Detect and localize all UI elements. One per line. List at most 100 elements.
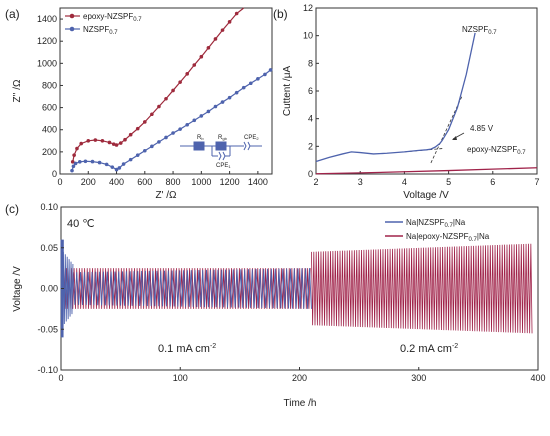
data-point-epoxy [100,139,105,143]
x-tick-label-c: 100 [173,373,188,383]
panel-c: (c) 0 100 200 300 400-0.10-0.050.000.050.10 … [5,202,546,409]
data-point-epoxy [164,96,168,101]
panel-c-xlabel: Time /h [284,398,317,409]
data-point-epoxy [118,141,123,145]
circuit-label-r1: Rb [197,135,204,141]
panel-c-legend: Na|NZSPF0.7|Na Na|epoxy-NZSPF0.7|Na [385,218,490,243]
data-point-epoxy [128,132,133,137]
legend-label-epoxy: Na|epoxy-NZSPF0.7|Na [406,232,490,243]
series-trace-epoxy [311,243,533,334]
data-point-nzspf [268,68,273,72]
y-tick-label-b: 0 [308,169,313,179]
y-tick-label-a: 1200 [37,36,57,46]
panel-b-label-nzspf: NZSPF0.7 [462,25,497,36]
x-tick-label-a: 200 [81,177,96,187]
panel-b-series [315,32,538,175]
data-point-nzspf [220,100,225,104]
data-point-nzspf [263,72,267,77]
data-point-epoxy [185,72,189,76]
data-point-epoxy [213,37,218,41]
data-point-epoxy [143,120,147,124]
legend-marker-nzspf [69,26,75,32]
data-point-nzspf [77,160,82,164]
data-point-nzspf [83,159,88,164]
data-point-nzspf [121,162,126,166]
data-point-nzspf [234,90,239,95]
data-point-epoxy [135,126,140,131]
data-point-nzspf [157,140,161,144]
x-tick-label-b: 2 [313,177,318,187]
data-point-epoxy [178,80,182,84]
data-point-epoxy [220,28,225,32]
circuit-label-cpe2: CPE2 [244,135,259,141]
y-tick-label-c: 0.00 [40,284,58,294]
legend-label-bare: Na|NZSPF0.7|Na [406,218,466,229]
data-point-epoxy [114,143,119,147]
data-point-nzspf [117,166,122,170]
y-tick-label-c: 0.10 [40,202,58,212]
data-point-epoxy [75,146,79,151]
data-point-nzspf [185,122,189,127]
x-tick-label-b: 7 [534,177,539,187]
series-line-nzspf [71,69,271,171]
data-point-epoxy [72,153,76,157]
panel-c-series [60,239,533,338]
series-trace-nzspf [62,251,74,324]
y-tick-label-a: 800 [42,80,57,90]
y-tick-label-c: 0.05 [40,243,58,253]
y-tick-label-a: 1000 [37,58,57,68]
data-point-epoxy [93,138,98,142]
data-point-nzspf [71,164,76,169]
data-point-epoxy [192,63,197,67]
panel-a-ticks: 0 200 400 600 800 1000 1200 1400 0 200 400 600 800 10… [37,14,268,187]
onset-tangent-dashed [430,96,463,164]
panel-c-ylabel: Voltage /V [12,266,23,312]
x-tick-label-b: 6 [490,177,495,187]
circuit-resistor-gb [215,141,227,151]
data-point-nzspf [227,95,232,100]
y-tick-label-a: 600 [42,103,57,113]
data-point-nzspf [206,109,211,114]
equivalent-circuit [180,141,262,161]
data-point-nzspf [143,148,147,153]
data-point-epoxy [70,160,75,164]
y-tick-label-b: 4 [308,114,313,124]
x-tick-label-a: 600 [137,177,152,187]
series-line-epoxy [315,167,538,175]
x-tick-label-c: 400 [530,373,545,383]
panel-c-temperature: 40 ℃ [67,218,95,230]
x-tick-label-c: 200 [292,373,307,383]
legend-label-epoxy: epoxy-NZSPF0.7 [83,12,142,23]
data-point-epoxy [199,54,204,59]
data-point-nzspf [192,118,197,123]
panel-a: (a) 0 200 400 600 800 1000 1200 1400 0 200 400 600 8… [5,7,273,201]
y-tick-label-b: 12 [303,3,313,13]
x-tick-label-c: 0 [58,373,63,383]
panel-b-xlabel: Voltage /V [403,190,449,201]
data-point-nzspf [213,104,218,109]
data-point-nzspf [70,168,74,173]
panel-c-rate-2: 0.2 mA cm-2 [400,343,458,355]
data-point-nzspf [110,165,115,169]
x-tick-label-a: 400 [109,177,124,187]
data-point-nzspf [150,144,154,149]
data-point-epoxy [150,112,154,117]
panel-c-tag: (c) [5,202,19,216]
data-point-epoxy [86,139,91,143]
data-point-epoxy [157,104,161,109]
data-point-nzspf [97,160,102,165]
series-trace-nzspf [60,239,64,338]
data-point-nzspf [249,81,253,86]
panel-b-label-epoxy: epoxy-NZSPF0.7 [467,145,526,156]
data-point-epoxy [79,141,83,146]
panel-a-tag: (a) [5,7,20,21]
x-tick-label-a: 800 [166,177,181,187]
legend-marker-epoxy [69,13,75,19]
circuit-resistor-bulk [193,141,205,151]
data-point-nzspf [178,127,182,131]
data-point-nzspf [171,131,175,135]
data-point-nzspf [164,135,168,140]
